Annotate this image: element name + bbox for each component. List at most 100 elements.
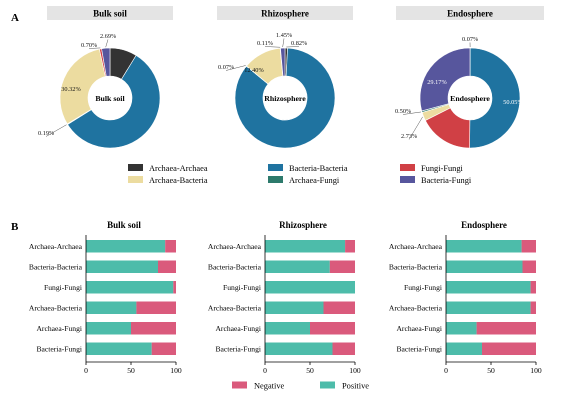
bar-positive bbox=[86, 260, 158, 273]
bar-negative bbox=[521, 240, 536, 253]
legend-swatch bbox=[128, 164, 143, 171]
donut-center-label: Endosphere bbox=[450, 94, 490, 103]
donut-title: Endosphere bbox=[447, 9, 493, 19]
legend-swatch bbox=[400, 164, 415, 171]
donut-title-band bbox=[396, 6, 544, 20]
donut-slice-label: 50.05% bbox=[503, 99, 523, 106]
donut-charts: Bulk soil8.76%57.43%0.19%30.32%0.70%2.69… bbox=[38, 6, 544, 172]
legend-item-bacteria-fungi: Bacteria-Fungi bbox=[400, 176, 472, 185]
legend-item-archaea-bacteria: Archaea-Bacteria bbox=[128, 176, 208, 185]
bar-positive bbox=[265, 301, 324, 314]
leader-line bbox=[402, 111, 421, 115]
donut-slice-bacteria-fungi bbox=[101, 47, 111, 77]
bar-positive bbox=[446, 301, 531, 314]
x-tick-label: 0 bbox=[84, 366, 88, 375]
interaction-legend: Archaea-Archaea Archaea-Bacteria Bacteria-… bbox=[128, 164, 472, 185]
bar-negative bbox=[165, 240, 176, 253]
legend-item-archaea-archaea: Archaea-Archaea bbox=[128, 164, 208, 173]
bar-negative bbox=[530, 281, 536, 294]
category-label: Archaea-Archaea bbox=[389, 242, 443, 251]
legend-item-negative: Negative bbox=[232, 381, 285, 391]
leader-line bbox=[45, 124, 67, 137]
x-tick-label: 100 bbox=[349, 366, 361, 375]
bar-chart-rhizosphere: Rhizosphere Archaea-Archaea Bacteria-Bacte… bbox=[208, 220, 361, 375]
legend-swatch bbox=[268, 164, 283, 171]
bar-chart-title: Bulk soil bbox=[107, 220, 141, 230]
legend-swatch bbox=[400, 176, 415, 183]
leader-line bbox=[88, 47, 101, 49]
legend-label: Archaea-Archaea bbox=[149, 164, 208, 173]
bar-positive bbox=[86, 301, 137, 314]
donut-title: Bulk soil bbox=[93, 9, 127, 19]
bar-negative bbox=[131, 322, 176, 335]
bar-chart-bulk-soil: Bulk soil Archaea-Archaea Bacteria-Bacteri… bbox=[29, 220, 182, 375]
bar-positive bbox=[86, 281, 174, 294]
donut-endosphere: Endosphere 0.07% 50.05% 17.47% 2.73% 0.50% 29.… bbox=[395, 6, 544, 152]
donut-slice-bacteria-bacteria bbox=[67, 54, 161, 149]
bar-negative bbox=[530, 301, 536, 314]
bar-negative bbox=[151, 342, 176, 355]
leader-line bbox=[286, 46, 300, 48]
donut-slice-archaea-bacteria bbox=[59, 48, 106, 125]
legend-label: Archaea-Fungi bbox=[289, 176, 340, 185]
donut-slice-label: 0.70% bbox=[81, 42, 98, 49]
category-label: Fungi-Fungi bbox=[44, 283, 82, 292]
sign-legend: Negative Positive bbox=[232, 381, 369, 391]
category-label: Bacteria-Bacteria bbox=[208, 262, 262, 271]
legend-label: Bacteria-Fungi bbox=[421, 176, 472, 185]
category-label: Bacteria-Bacteria bbox=[29, 262, 83, 271]
category-label: Archaea-Fungi bbox=[396, 324, 442, 333]
donut-slice-label: 0.82% bbox=[291, 40, 308, 47]
leader-line bbox=[225, 65, 246, 71]
bar-positive bbox=[265, 281, 355, 294]
bar-charts: Bulk soil Archaea-Archaea Bacteria-Bacteri… bbox=[29, 220, 542, 375]
bar-positive bbox=[446, 281, 531, 294]
x-tick-label: 0 bbox=[444, 366, 448, 375]
bar-negative bbox=[332, 342, 355, 355]
legend-swatch bbox=[232, 381, 247, 389]
legend-swatch bbox=[128, 176, 143, 183]
bar-positive bbox=[265, 240, 346, 253]
donut-slice-bacteria-bacteria bbox=[469, 47, 521, 149]
legend-item-bacteria-bacteria: Bacteria-Bacteria bbox=[268, 164, 348, 173]
bar-positive bbox=[265, 260, 330, 273]
leader-line bbox=[408, 116, 423, 140]
donut-title-band bbox=[47, 6, 173, 20]
bar-chart-endosphere: Endosphere Archaea-Archaea Bacteria-Bacter… bbox=[389, 220, 542, 375]
legend-label: Archaea-Bacteria bbox=[149, 176, 208, 185]
bar-negative bbox=[158, 260, 176, 273]
legend-label: Positive bbox=[342, 382, 369, 391]
x-tick-label: 50 bbox=[127, 366, 135, 375]
x-tick-label: 100 bbox=[170, 366, 182, 375]
category-label: Bacteria-Fungi bbox=[215, 344, 261, 353]
donut-slice-label: 0.19% bbox=[38, 130, 55, 137]
bar-positive bbox=[86, 342, 152, 355]
category-label: Fungi-Fungi bbox=[404, 283, 442, 292]
category-label: Bacteria-Fungi bbox=[36, 344, 82, 353]
category-label: Archaea-Archaea bbox=[29, 242, 83, 251]
donut-slice-label: 29.17% bbox=[427, 79, 447, 86]
category-label: Archaea-Bacteria bbox=[29, 303, 83, 312]
legend-item-archaea-fungi: Archaea-Fungi bbox=[268, 176, 340, 185]
donut-slice-bacteria-bacteria bbox=[234, 47, 336, 149]
donut-slice-label: 0.07% bbox=[218, 64, 235, 71]
legend-label: Fungi-Fungi bbox=[421, 164, 464, 173]
legend-label: Negative bbox=[254, 382, 285, 391]
donut-slice-label: 12.40% bbox=[244, 67, 264, 74]
bar-positive bbox=[265, 322, 310, 335]
panel-a-label: A bbox=[11, 12, 19, 24]
donut-slice-label: 17.47% bbox=[436, 145, 456, 152]
donut-center-label: Rhizosphere bbox=[264, 94, 306, 103]
bar-negative bbox=[482, 342, 536, 355]
bar-positive bbox=[446, 342, 482, 355]
donut-bulk-soil: Bulk soil8.76%57.43%0.19%30.32%0.70%2.69… bbox=[38, 6, 173, 166]
legend-item-positive: Positive bbox=[320, 381, 369, 391]
bar-positive bbox=[446, 322, 477, 335]
panel-b-label: B bbox=[11, 221, 19, 233]
bar-positive bbox=[265, 342, 333, 355]
donut-slice-label: 85.15% bbox=[277, 165, 297, 172]
donut-slice-label: 57.43% bbox=[111, 159, 131, 166]
donut-title-band bbox=[217, 6, 353, 20]
bar-negative bbox=[136, 301, 176, 314]
